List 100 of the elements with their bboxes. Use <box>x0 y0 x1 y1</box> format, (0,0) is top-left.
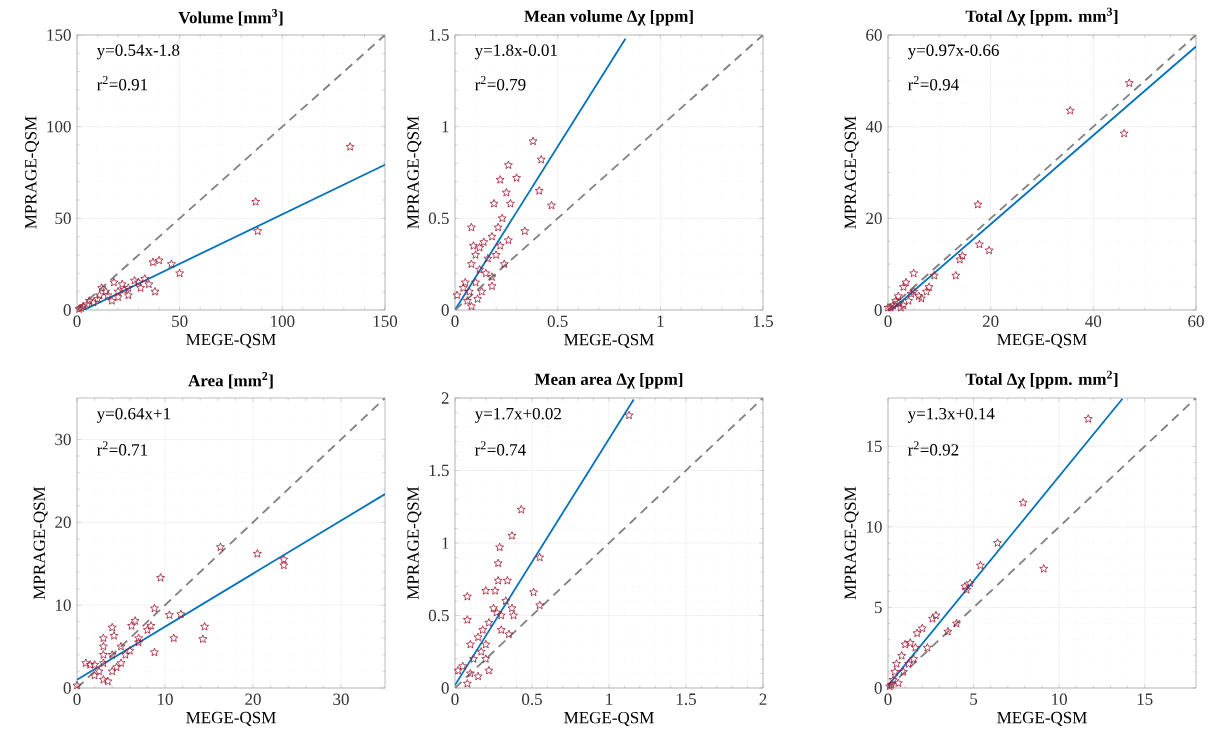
point <box>107 296 117 305</box>
point <box>113 292 123 301</box>
point <box>116 641 126 651</box>
y-tick-label: 50 <box>55 212 71 225</box>
chart-title: Volume [mm$^{3}$] <box>178 9 283 26</box>
point <box>483 254 493 263</box>
point <box>491 250 501 259</box>
x-axis-title: MEGE-QSM <box>186 711 276 726</box>
point <box>251 197 261 206</box>
x-tick-label: 0 <box>73 693 81 706</box>
point <box>958 251 967 260</box>
point <box>466 668 475 678</box>
point <box>493 222 503 232</box>
point <box>113 287 123 296</box>
point <box>900 639 910 649</box>
y-tick-label: 20 <box>55 516 71 529</box>
x-tick-label: 1 <box>606 693 613 705</box>
point <box>495 175 505 184</box>
point <box>909 268 919 278</box>
point <box>481 654 491 663</box>
x-tick-label: 1.5 <box>676 693 696 705</box>
y-axis-title: MPRAGE-QSM <box>844 486 859 600</box>
point <box>1083 414 1093 423</box>
x-axis-title: MEGE-QSM <box>564 711 654 726</box>
point <box>107 666 117 676</box>
y-tick-label: 20 <box>866 212 882 225</box>
y-tick-label: 15 <box>866 440 882 453</box>
y-tick-label: 0 <box>63 682 71 694</box>
y-tick-label: 0 <box>441 682 449 694</box>
point <box>906 289 916 298</box>
point <box>501 596 511 605</box>
x-tick-label: 0.5 <box>522 693 542 706</box>
annotation: r$^{2}$=0.71 <box>97 441 148 456</box>
point <box>495 241 505 250</box>
point <box>520 226 530 235</box>
point <box>976 560 985 570</box>
point <box>198 634 208 643</box>
point <box>150 603 159 613</box>
y-tick-label: 0 <box>441 304 449 316</box>
y-tick-label: 0 <box>874 682 882 694</box>
point <box>84 296 94 305</box>
point <box>481 586 491 595</box>
point <box>943 627 953 636</box>
point <box>103 676 113 686</box>
point <box>458 661 468 671</box>
x-tick-label: 0 <box>884 315 892 328</box>
point <box>93 294 102 303</box>
y-tick-label: 1.5 <box>429 29 449 41</box>
y-tick-label: 0 <box>63 304 71 316</box>
annotation: r$^{2}$=0.94 <box>908 76 959 91</box>
x-axis-title: MEGE-QSM <box>564 333 654 348</box>
point <box>140 274 150 283</box>
point <box>469 241 478 250</box>
point <box>922 643 932 652</box>
point <box>464 287 474 296</box>
x-tick-label: 15 <box>1137 693 1153 705</box>
point <box>892 659 901 668</box>
point <box>478 625 488 634</box>
point <box>495 542 505 552</box>
point <box>493 576 503 585</box>
point <box>130 616 140 625</box>
point <box>134 277 143 287</box>
point <box>974 239 984 249</box>
y-tick-label: 10 <box>866 521 882 533</box>
point <box>94 666 104 676</box>
point <box>893 291 903 301</box>
annotation: r$^{2}$=0.92 <box>908 441 959 456</box>
point <box>97 283 107 292</box>
point <box>99 675 108 684</box>
y-axis-title: MPRAGE-QSM <box>407 116 422 229</box>
point <box>901 277 911 287</box>
annotation: r$^{2}$=0.91 <box>97 76 148 91</box>
x-tick-label: 2 <box>759 693 767 705</box>
y-tick-label: 1 <box>442 537 449 549</box>
point <box>496 625 506 634</box>
point <box>529 587 538 597</box>
point <box>467 259 476 268</box>
point <box>467 301 476 311</box>
point <box>909 654 919 663</box>
point <box>127 621 136 630</box>
point <box>917 623 927 633</box>
point <box>107 650 117 659</box>
x-tick-label: 10 <box>1052 693 1067 706</box>
point <box>909 287 919 296</box>
point <box>107 622 117 632</box>
point <box>134 637 143 647</box>
point <box>897 651 907 660</box>
point <box>489 199 499 208</box>
point <box>960 581 970 591</box>
point <box>473 671 483 681</box>
point <box>81 658 91 667</box>
point <box>165 610 174 619</box>
x-tick-label: 5 <box>970 693 978 705</box>
x-tick-label: 10 <box>157 693 173 706</box>
point <box>899 282 908 291</box>
chart-title: Mean volume Δχ [ppm] <box>524 10 693 26</box>
y-tick-label: 5 <box>874 601 882 614</box>
point <box>509 610 518 620</box>
point <box>910 643 920 652</box>
point <box>473 632 483 642</box>
